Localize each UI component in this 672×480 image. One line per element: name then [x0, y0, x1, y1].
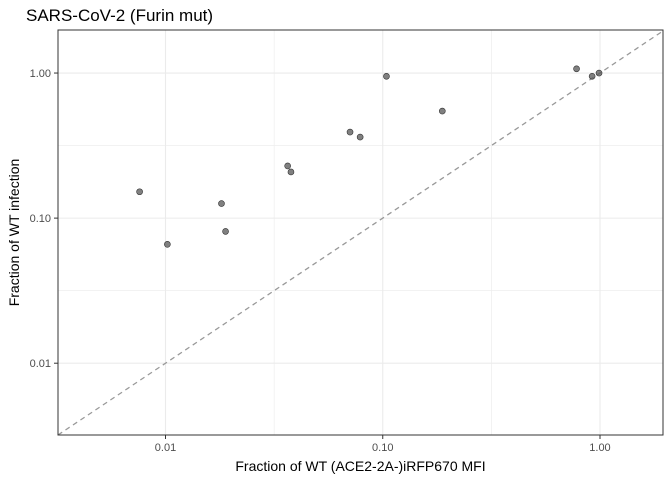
data-point — [218, 200, 225, 207]
data-points — [136, 65, 603, 248]
y-tick-label: 0.10 — [30, 213, 51, 225]
y-axis-title: Fraction of WT infection — [6, 159, 22, 307]
chart-title: SARS-CoV-2 (Furin mut) — [26, 6, 213, 25]
data-point — [284, 162, 291, 170]
plot-panel — [57, 29, 664, 436]
x-tick-label: 0.01 — [155, 442, 176, 454]
panel-border — [57, 29, 664, 436]
data-point — [346, 128, 354, 136]
y-axis: 0.01 0.10 1.00 — [30, 68, 58, 370]
data-point — [588, 72, 596, 80]
data-point — [164, 241, 171, 248]
data-point — [222, 228, 229, 235]
data-point — [439, 107, 446, 115]
data-point — [136, 188, 143, 196]
grid-minor — [58, 30, 663, 435]
x-tick-label: 0.10 — [372, 442, 393, 454]
data-point — [595, 69, 603, 77]
data-point — [356, 133, 364, 141]
data-point — [287, 168, 295, 176]
data-point — [383, 72, 390, 80]
grid-major — [58, 30, 663, 435]
x-tick-label: 1.00 — [589, 442, 610, 454]
x-axis: 0.01 0.10 1.00 — [155, 435, 611, 454]
y-tick-label: 1.00 — [30, 68, 51, 80]
x-axis-title: Fraction of WT (ACE2-2A-)iRFP670 MFI — [235, 458, 485, 474]
reference-line-identity — [57, 30, 664, 436]
data-point — [573, 65, 580, 73]
y-tick-label: 0.01 — [30, 358, 51, 370]
